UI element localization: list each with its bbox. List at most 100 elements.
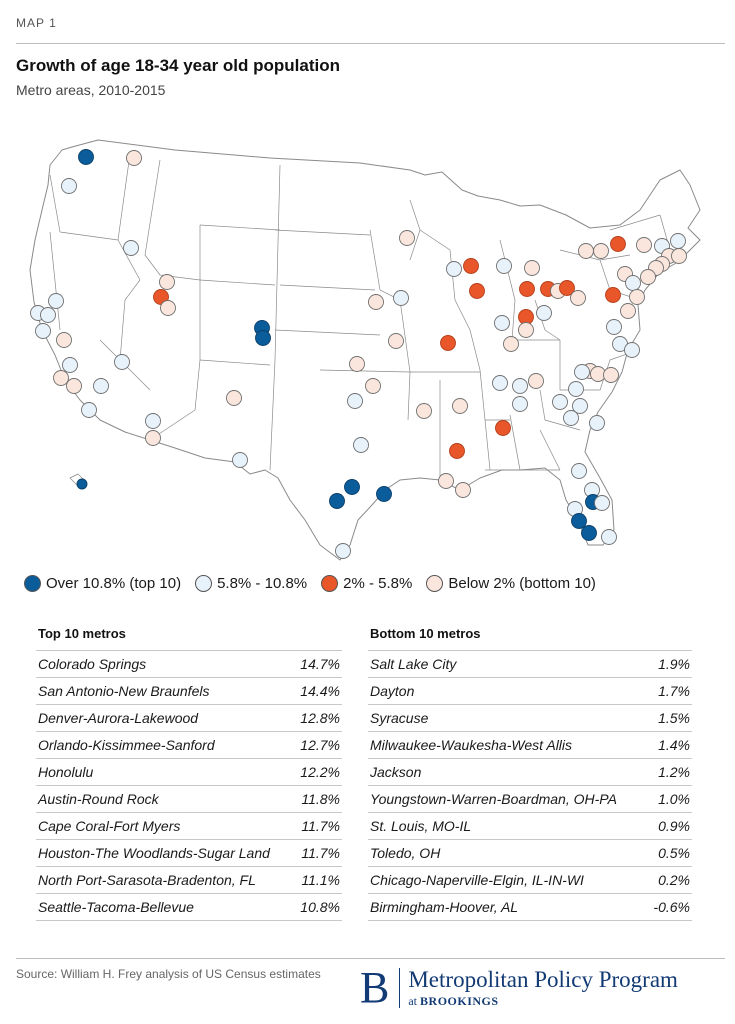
brand-org: BROOKINGS bbox=[420, 994, 499, 1008]
state-border bbox=[149, 359, 201, 441]
top-metros-metro-value: 11.1% bbox=[301, 872, 340, 888]
brand-separator bbox=[399, 968, 401, 1008]
legend-swatch-top10 bbox=[24, 574, 41, 592]
metro-marker-mid-high bbox=[61, 178, 77, 194]
brand-letter: B bbox=[360, 963, 390, 1012]
bottom-metros-row: Dayton 1.7% bbox=[368, 677, 692, 704]
top-metros-metro-value: 14.7% bbox=[300, 656, 340, 672]
metro-marker-mid-low bbox=[440, 335, 456, 351]
top-metros-row: Cape Coral-Fort Myers 11.7% bbox=[36, 812, 342, 839]
metro-marker-mid-high bbox=[48, 293, 64, 309]
metro-marker-mid-high bbox=[446, 261, 462, 277]
bottom-metros-metro-value: 0.5% bbox=[658, 845, 690, 861]
bottom-metros-metro-value: 1.0% bbox=[658, 791, 690, 807]
bottom-metros-metro-value: 1.2% bbox=[658, 764, 690, 780]
top-metros-metro-name: Austin-Round Rock bbox=[38, 791, 159, 807]
bottom-metros-row: Milwaukee-Waukesha-West Allis 1.4% bbox=[368, 731, 692, 758]
metro-marker-bottom10 bbox=[416, 403, 432, 419]
top-metros-metro-value: 10.8% bbox=[300, 899, 340, 915]
legend-label-mid-high: 5.8% - 10.8% bbox=[217, 574, 308, 592]
legend-item-top10: Over 10.8% (top 10) bbox=[24, 574, 181, 592]
map-legend: Over 10.8% (top 10) 5.8% - 10.8% 2% - 5.… bbox=[24, 570, 724, 596]
metro-marker-mid-high bbox=[335, 543, 351, 559]
metro-markers bbox=[30, 149, 687, 559]
legend-swatch-bottom10 bbox=[426, 574, 444, 592]
top-metros-metro-value: 11.7% bbox=[301, 818, 340, 834]
state-border bbox=[509, 414, 521, 471]
bottom-metros-metro-name: Youngstown-Warren-Boardman, OH-PA bbox=[370, 791, 617, 807]
state-border bbox=[274, 229, 371, 236]
brand-at: at bbox=[408, 994, 418, 1008]
metro-marker-mid-high bbox=[40, 307, 56, 323]
metro-marker-mid-high bbox=[496, 258, 512, 274]
brand-subline: at BROOKINGS bbox=[408, 993, 678, 1009]
metro-marker-mid-high bbox=[606, 319, 622, 335]
bottom-metros-row: Birmingham-Hoover, AL -0.6% bbox=[368, 893, 692, 921]
metro-marker-mid-low bbox=[610, 236, 626, 252]
bottom-metros-metro-value: 1.9% bbox=[658, 656, 690, 672]
metro-marker-top10 bbox=[376, 486, 392, 502]
metro-marker-mid-high bbox=[232, 452, 248, 468]
bottom-metros-row: Toledo, OH 0.5% bbox=[368, 839, 692, 866]
legend-item-mid-high: 5.8% - 10.8% bbox=[195, 574, 308, 592]
metro-marker-top10 bbox=[344, 479, 360, 495]
bottom-metros-metro-value: 0.2% bbox=[658, 872, 690, 888]
top-metros-metro-name: Cape Coral-Fort Myers bbox=[38, 818, 181, 834]
top-divider bbox=[16, 43, 725, 44]
top-metros-row: North Port-Sarasota-Bradenton, FL 11.1% bbox=[36, 866, 342, 893]
bottom-metros-row: St. Louis, MO-IL 0.9% bbox=[368, 812, 692, 839]
metro-marker-bottom10 bbox=[528, 373, 544, 389]
metro-marker-mid-low bbox=[519, 281, 535, 297]
metro-marker-bottom10 bbox=[503, 336, 519, 352]
metro-marker-bottom10 bbox=[368, 294, 384, 310]
legend-label-bottom10: Below 2% (bottom 10) bbox=[448, 574, 596, 592]
metro-marker-mid-high bbox=[492, 375, 508, 391]
bottom-metros-metro-value: -0.6% bbox=[653, 899, 690, 915]
metro-marker-bottom10 bbox=[438, 473, 454, 489]
metro-marker-mid-high bbox=[353, 437, 369, 453]
state-border bbox=[609, 214, 661, 231]
metro-marker-mid-high bbox=[145, 413, 161, 429]
metro-marker-bottom10 bbox=[126, 150, 142, 166]
metro-marker-bottom10 bbox=[159, 274, 175, 290]
top-metros-row: Colorado Springs 14.7% bbox=[36, 650, 342, 677]
legend-swatch-mid-high bbox=[195, 574, 213, 592]
state-border bbox=[369, 229, 381, 291]
map-title: Growth of age 18-34 year old population bbox=[16, 56, 340, 75]
metro-marker-mid-low bbox=[469, 283, 485, 299]
metro-marker-mid-high bbox=[81, 402, 97, 418]
top-metros-metro-name: North Port-Sarasota-Bradenton, FL bbox=[38, 872, 256, 888]
metro-marker-top10 bbox=[76, 478, 88, 490]
bottom-metros-table: Bottom 10 metros Salt Lake City 1.9% Dayto… bbox=[368, 626, 692, 921]
metro-marker-mid-low bbox=[449, 443, 465, 459]
top-metros-row: San Antonio-New Braunfels 14.4% bbox=[36, 677, 342, 704]
top-metros-metro-value: 14.4% bbox=[300, 683, 340, 699]
metro-marker-mid-low bbox=[605, 287, 621, 303]
metro-marker-mid-high bbox=[594, 495, 610, 511]
metro-marker-bottom10 bbox=[578, 243, 594, 259]
metro-marker-top10 bbox=[581, 525, 597, 541]
state-border bbox=[559, 340, 600, 391]
top-metros-row: Seattle-Tacoma-Bellevue 10.8% bbox=[36, 893, 342, 921]
metro-marker-bottom10 bbox=[518, 322, 534, 338]
metro-marker-mid-high bbox=[571, 463, 587, 479]
top-metros-metro-name: Seattle-Tacoma-Bellevue bbox=[38, 899, 194, 915]
metro-marker-mid-high bbox=[572, 398, 588, 414]
bottom-metros-metro-name: St. Louis, MO-IL bbox=[370, 818, 472, 834]
metro-marker-bottom10 bbox=[593, 243, 609, 259]
bottom-metros-metro-name: Jackson bbox=[370, 764, 422, 780]
metro-marker-mid-high bbox=[601, 529, 617, 545]
state-border bbox=[59, 231, 119, 241]
state-border bbox=[199, 279, 276, 286]
metro-marker-mid-high bbox=[347, 393, 363, 409]
top-metros-row: Orlando-Kissimmee-Sanford 12.7% bbox=[36, 731, 342, 758]
bottom-metros-metro-value: 1.5% bbox=[658, 710, 690, 726]
metro-marker-bottom10 bbox=[399, 230, 415, 246]
metro-marker-bottom10 bbox=[629, 289, 645, 305]
top-metros-row: Houston-The Woodlands-Sugar Land 11.7% bbox=[36, 839, 342, 866]
bottom-divider bbox=[16, 958, 725, 959]
top-metros-metro-value: 11.8% bbox=[301, 791, 340, 807]
state-border bbox=[539, 429, 561, 471]
state-border bbox=[49, 231, 61, 331]
metro-marker-bottom10 bbox=[636, 237, 652, 253]
